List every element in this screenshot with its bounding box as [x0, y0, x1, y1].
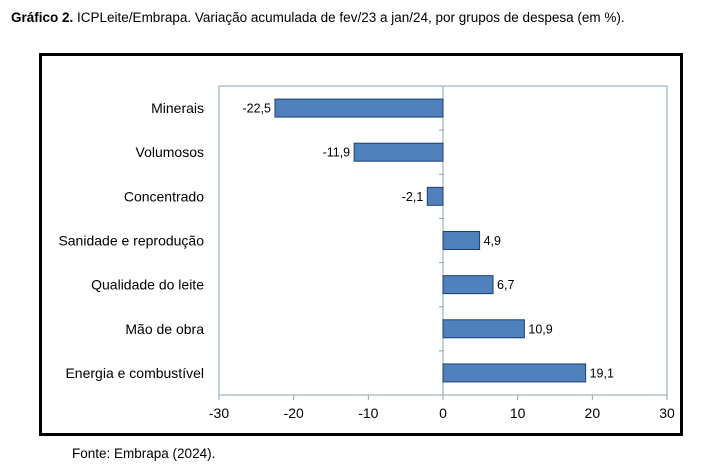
x-tick-label: -20	[284, 405, 304, 421]
x-tick-label: 20	[585, 405, 601, 421]
value-label: -2,1	[402, 190, 424, 204]
x-tick-label: 0	[439, 405, 447, 421]
bar	[442, 275, 494, 295]
category-label: Volumosos	[136, 144, 204, 160]
category-label: Concentrado	[124, 188, 204, 204]
source-note: Fonte: Embrapa (2024).	[72, 446, 216, 461]
bar	[353, 142, 444, 162]
bar	[442, 363, 587, 383]
bar	[442, 231, 481, 250]
x-tick-label: -10	[358, 405, 378, 421]
category-label: Sanidade e reprodução	[58, 233, 204, 249]
x-tick-label: -30	[209, 405, 229, 421]
value-label: 4,9	[484, 234, 501, 248]
x-tick-label: 30	[659, 405, 675, 421]
caption-prefix: Gráfico 2.	[11, 10, 74, 25]
category-label: Energia e combustível	[65, 365, 204, 381]
x-tick-label: 10	[510, 405, 526, 421]
bar	[426, 186, 444, 206]
bar	[274, 98, 444, 118]
value-label: -11,9	[323, 146, 351, 160]
value-label: -22,5	[243, 102, 272, 116]
value-label: 10,9	[528, 322, 552, 336]
category-label: Qualidade do leite	[91, 277, 204, 293]
category-label: Mão de obra	[125, 321, 204, 337]
value-label: 19,1	[590, 366, 614, 380]
caption-text: ICPLeite/Embrapa. Variação acumulada de …	[73, 10, 625, 25]
bar	[442, 319, 525, 339]
value-label: 6,7	[497, 278, 514, 292]
category-label: Minerais	[151, 100, 204, 116]
figure-caption: Gráfico 2. ICPLeite/Embrapa. Variação ac…	[11, 10, 625, 25]
